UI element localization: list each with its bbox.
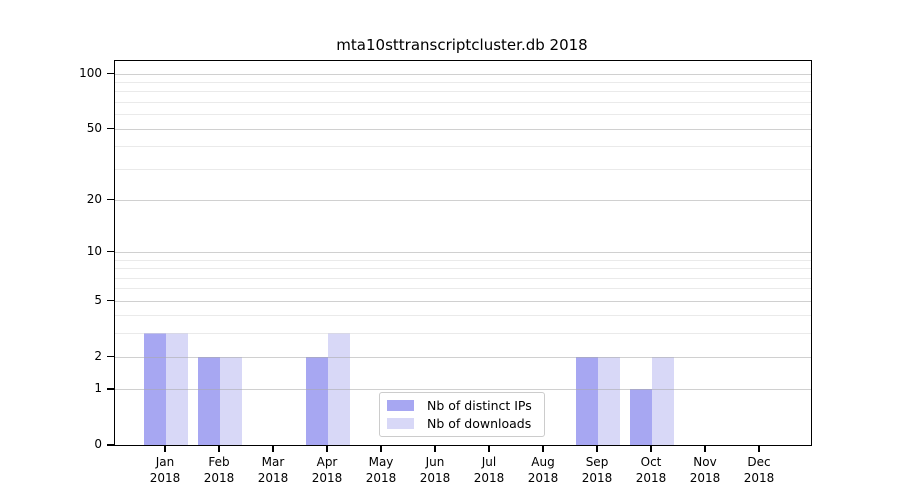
bar-nb-of-downloads-oct <box>652 356 674 445</box>
year-label: 2018 <box>257 471 289 485</box>
x-tick-aug <box>542 445 544 452</box>
x-tick-label-apr: Apr 2018 <box>295 454 359 486</box>
x-tick-label-jun: Jun 2018 <box>403 454 467 486</box>
x-tick-label-nov: Nov 2018 <box>673 454 737 486</box>
legend-label-downloads: Nb of downloads <box>427 416 532 431</box>
bar-nb-of-distinct-ips-apr <box>306 356 328 445</box>
x-tick-oct <box>650 445 652 452</box>
x-tick-label-sep: Sep 2018 <box>565 454 629 486</box>
plot-area <box>114 60 812 446</box>
bar-nb-of-downloads-jan <box>166 333 188 445</box>
month-label: Mar <box>261 455 285 469</box>
bar-nb-of-downloads-sep <box>598 356 620 445</box>
y-tick-label-10: 10 <box>86 243 102 258</box>
x-tick-jul <box>488 445 490 452</box>
y-tick-5 <box>107 299 114 302</box>
y-tick-label-0: 0 <box>94 437 102 451</box>
month-label: Jun <box>425 455 445 469</box>
month-label: Dec <box>747 455 771 469</box>
y-tick-0 <box>107 444 114 446</box>
bar-nb-of-downloads-feb <box>220 356 242 445</box>
year-label: 2018 <box>311 471 343 485</box>
bar-nb-of-distinct-ips-jan <box>144 333 166 445</box>
legend-swatch-distinct-ips <box>387 400 414 411</box>
y-tick-label-1: 1 <box>94 381 102 396</box>
x-tick-label-aug: Aug 2018 <box>511 454 575 486</box>
legend-label-distinct-ips: Nb of distinct IPs <box>427 398 532 413</box>
x-tick-feb <box>218 445 220 452</box>
x-tick-apr <box>326 445 328 452</box>
x-tick-label-feb: Feb 2018 <box>187 454 251 486</box>
month-label: Oct <box>640 455 662 469</box>
year-label: 2018 <box>473 471 505 485</box>
x-tick-label-jul: Jul 2018 <box>457 454 521 486</box>
x-tick-jun <box>434 445 436 452</box>
year-label: 2018 <box>581 471 613 485</box>
x-tick-label-dec: Dec 2018 <box>727 454 791 486</box>
year-label: 2018 <box>365 471 397 485</box>
month-label: Sep <box>585 455 609 469</box>
month-label: Aug <box>531 455 555 469</box>
year-label: 2018 <box>527 471 559 485</box>
x-tick-sep <box>596 445 598 452</box>
year-label: 2018 <box>419 471 451 485</box>
y-tick-20 <box>107 198 114 201</box>
y-tick-label-2: 2 <box>94 348 102 363</box>
x-tick-dec <box>758 445 760 452</box>
x-tick-mar <box>272 445 274 452</box>
year-label: 2018 <box>149 471 181 485</box>
y-tick-1 <box>107 388 114 390</box>
y-tick-2 <box>107 355 114 358</box>
bar-nb-of-distinct-ips-sep <box>576 356 598 445</box>
y-tick-label-100: 100 <box>79 65 102 80</box>
legend: Nb of distinct IPs Nb of downloads <box>379 392 545 437</box>
month-label: Apr <box>316 455 338 469</box>
bar-nb-of-distinct-ips-feb <box>198 356 220 445</box>
x-tick-label-jan: Jan 2018 <box>133 454 197 486</box>
month-label: Feb <box>208 455 230 469</box>
y-tick-100 <box>107 72 114 75</box>
x-tick-label-oct: Oct 2018 <box>619 454 683 486</box>
y-tick-label-50: 50 <box>86 120 102 135</box>
chart-title: mta10sttranscriptcluster.db 2018 <box>336 36 588 54</box>
x-tick-may <box>380 445 382 452</box>
y-tick-10 <box>107 250 114 253</box>
y-tick-50 <box>107 127 114 130</box>
year-label: 2018 <box>635 471 667 485</box>
year-label: 2018 <box>743 471 775 485</box>
bar-nb-of-downloads-apr <box>328 333 350 445</box>
y-tick-label-20: 20 <box>86 191 102 206</box>
legend-swatch-downloads <box>387 418 414 429</box>
x-tick-label-mar: Mar 2018 <box>241 454 305 486</box>
legend-row-downloads: Nb of downloads <box>387 416 537 431</box>
month-label: May <box>368 455 394 469</box>
month-label: Jan <box>155 455 175 469</box>
bar-nb-of-distinct-ips-oct <box>630 389 652 445</box>
x-tick-jan <box>164 445 166 452</box>
x-tick-nov <box>704 445 706 452</box>
month-label: Nov <box>693 455 717 469</box>
year-label: 2018 <box>203 471 235 485</box>
legend-row-distinct-ips: Nb of distinct IPs <box>387 398 537 413</box>
month-label: Jul <box>481 455 497 469</box>
y-tick-label-5: 5 <box>94 292 102 307</box>
x-tick-label-may: May 2018 <box>349 454 413 486</box>
year-label: 2018 <box>689 471 721 485</box>
bars-layer <box>115 61 811 445</box>
